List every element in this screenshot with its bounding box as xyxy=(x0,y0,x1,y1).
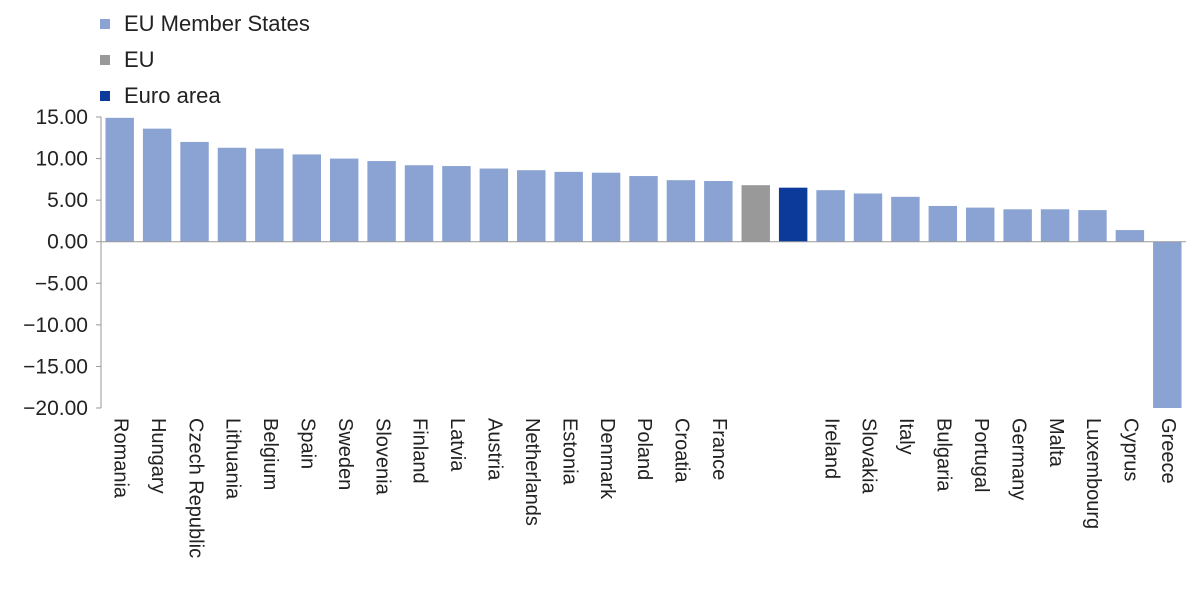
bar xyxy=(853,193,883,242)
chart-legend: EU Member States EU Euro area xyxy=(100,6,310,114)
x-tick-label: Luxembourg xyxy=(1082,418,1104,529)
x-tick-label: Czech Republic xyxy=(184,418,206,558)
x-tick-label: Cyprus xyxy=(1120,418,1142,481)
x-tick-label: Latvia xyxy=(446,418,468,472)
legend-item-member-states: EU Member States xyxy=(100,6,310,42)
bar xyxy=(142,128,172,242)
bar xyxy=(292,154,321,242)
x-tick-label: Hungary xyxy=(147,418,169,494)
x-tick-label: Netherlands xyxy=(521,418,543,526)
x-tick-label: Finland xyxy=(409,418,431,484)
bar xyxy=(591,172,621,242)
y-tick-label: 15.00 xyxy=(35,106,88,129)
legend-swatch-eu xyxy=(100,55,110,65)
x-tick-label: Malta xyxy=(1045,418,1067,468)
y-tick-label: −5.00 xyxy=(35,272,88,295)
bar xyxy=(778,187,808,242)
x-tick-label: Romania xyxy=(109,418,131,499)
x-tick-label: Lithuania xyxy=(222,418,244,500)
bar xyxy=(741,185,770,242)
bar xyxy=(217,147,247,242)
bar xyxy=(928,205,958,242)
y-tick-label: 10.00 xyxy=(35,148,88,171)
legend-label-eu: EU xyxy=(124,47,155,72)
x-tick-label: Greece xyxy=(1157,418,1179,484)
bar xyxy=(442,166,471,242)
bar xyxy=(404,165,434,242)
bar xyxy=(1115,230,1145,242)
x-tick-label: Croatia xyxy=(671,418,693,483)
y-tick-label: −20.00 xyxy=(23,397,88,420)
legend-swatch-euro-area xyxy=(100,91,110,101)
bar xyxy=(1153,241,1182,408)
bar xyxy=(816,190,845,242)
x-tick-label: Spain xyxy=(296,418,318,469)
legend-item-euro-area: Euro area xyxy=(100,78,310,114)
bar xyxy=(180,141,209,242)
y-tick-label: 5.00 xyxy=(47,189,88,212)
bar xyxy=(1078,210,1107,242)
legend-swatch-member-states xyxy=(100,19,110,29)
y-tick-label: 0.00 xyxy=(47,231,88,254)
x-tick-label: Estonia xyxy=(558,418,580,486)
legend-label-member-states: EU Member States xyxy=(124,11,310,36)
x-tick-label: Ireland xyxy=(820,418,842,479)
x-tick-label: Denmark xyxy=(596,418,618,500)
bar xyxy=(367,161,396,242)
bar xyxy=(629,176,658,242)
x-tick-label: Austria xyxy=(484,418,506,481)
x-tick-label: Italy xyxy=(895,418,917,455)
x-tick-label: Portugal xyxy=(970,418,992,493)
y-tick-label: −10.00 xyxy=(23,314,88,337)
x-tick-label: Belgium xyxy=(259,418,281,490)
bar xyxy=(666,180,696,242)
bar xyxy=(704,181,733,242)
bar xyxy=(891,196,920,242)
x-tick-label: Bulgaria xyxy=(933,418,955,492)
x-tick-label: Slovakia xyxy=(858,418,880,494)
bar xyxy=(329,158,359,242)
x-tick-label: Germany xyxy=(1007,418,1029,500)
bar xyxy=(1003,209,1032,242)
x-tick-label: Poland xyxy=(633,418,655,480)
bar xyxy=(255,148,284,242)
bar xyxy=(479,168,509,242)
x-tick-label: Sweden xyxy=(334,418,356,490)
legend-label-euro-area: Euro area xyxy=(124,83,221,108)
bar xyxy=(1040,209,1070,242)
legend-item-eu: EU xyxy=(100,42,310,78)
y-tick-label: −15.00 xyxy=(23,355,88,378)
bar xyxy=(105,117,134,242)
bar xyxy=(966,207,995,242)
bar xyxy=(554,171,583,242)
bar xyxy=(517,170,546,242)
x-tick-label: France xyxy=(708,418,730,480)
x-tick-label: Slovenia xyxy=(371,418,393,496)
